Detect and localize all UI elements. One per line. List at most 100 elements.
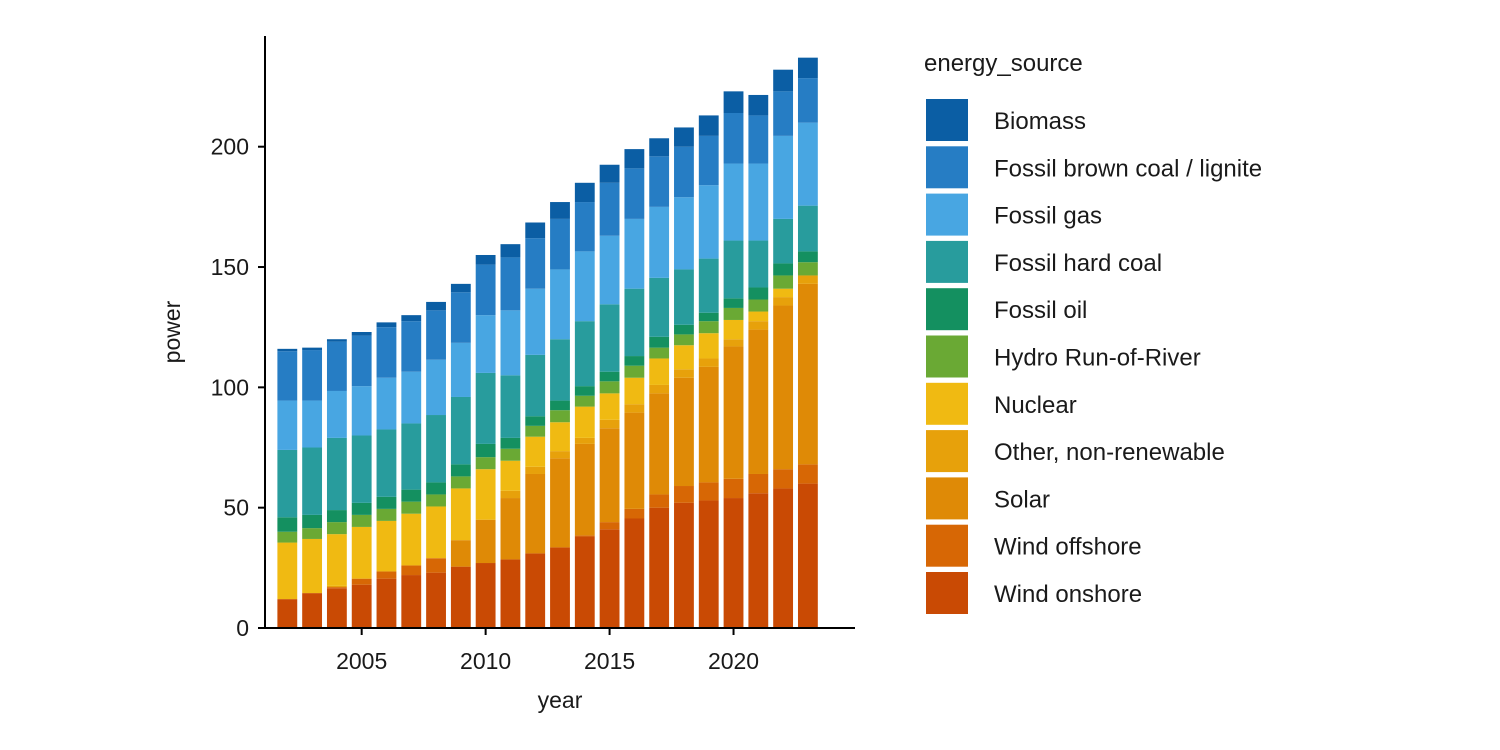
bar-fossil-oil-2008: [426, 482, 446, 495]
bar-fossil-hard-coal-2016: [624, 288, 645, 357]
bar-solar-2021: [748, 329, 769, 474]
bar-fossil-hard-coal-2023: [797, 205, 818, 252]
bar-nuclear-2017: [649, 358, 670, 385]
bar-hydro-run-of-river-2020: [723, 307, 744, 320]
bar-biomass-2021: [748, 94, 769, 116]
bar-hydro-run-of-river-2022: [773, 275, 794, 289]
bar-fossil-brown-coal-lignite-2012: [525, 238, 546, 289]
legend-label-hydro-run-of-river: Hydro Run-of-River: [994, 345, 1201, 372]
bar-fossil-brown-coal-lignite-2019: [698, 135, 719, 186]
bar-nuclear-2010: [475, 469, 496, 520]
bar-biomass-2011: [500, 244, 521, 258]
bar-fossil-hard-coal-2005: [351, 435, 372, 503]
bar-solar-2018: [674, 377, 694, 487]
y-tick-label: 0: [236, 615, 249, 641]
bar-fossil-oil-2012: [525, 416, 546, 426]
bar-fossil-brown-coal-lignite-2007: [401, 321, 422, 372]
x-axis-title: year: [538, 687, 583, 713]
bar-fossil-oil-2013: [550, 400, 570, 411]
bar-wind-onshore-2017: [649, 507, 670, 628]
bar-wind-onshore-2002: [277, 599, 298, 628]
bar-wind-offshore-2007: [401, 565, 422, 576]
bar-fossil-oil-2014: [574, 386, 595, 396]
legend-label-biomass: Biomass: [994, 108, 1086, 135]
bar-fossil-gas-2011: [500, 310, 521, 376]
bar-wind-onshore-2006: [376, 578, 397, 628]
bar-fossil-oil-2017: [649, 336, 670, 348]
bar-wind-offshore-2016: [624, 508, 645, 519]
bar-fossil-hard-coal-2008: [426, 415, 446, 483]
bar-fossil-brown-coal-lignite-2002: [277, 351, 298, 401]
legend-swatch-fossil-hard-coal: [926, 240, 968, 283]
bar-wind-onshore-2005: [351, 584, 372, 628]
bar-fossil-gas-2004: [326, 390, 347, 438]
bar-wind-onshore-2020: [723, 498, 744, 628]
bar-fossil-gas-2015: [599, 235, 620, 305]
bar-fossil-oil-2006: [376, 496, 397, 509]
y-tick-label: 150: [211, 254, 249, 280]
bar-fossil-hard-coal-2015: [599, 304, 620, 372]
bar-wind-onshore-2009: [450, 566, 471, 628]
bar-hydro-run-of-river-2009: [450, 476, 471, 489]
bar-other-non-renewable-2019: [698, 358, 719, 367]
bar-fossil-hard-coal-2009: [450, 396, 471, 465]
bar-nuclear-2012: [525, 436, 546, 467]
bar-hydro-run-of-river-2012: [525, 425, 546, 437]
bar-wind-onshore-2004: [326, 588, 347, 628]
bar-fossil-hard-coal-2014: [574, 321, 595, 387]
bar-wind-onshore-2016: [624, 518, 645, 628]
x-ticks: 2005 2010 2015 2020: [336, 628, 759, 674]
bar-wind-onshore-2012: [525, 553, 546, 628]
legend-swatch-nuclear: [926, 382, 968, 425]
bar-nuclear-2002: [277, 542, 298, 600]
bar-solar-2020: [723, 346, 744, 479]
bar-other-non-renewable-2021: [748, 321, 769, 330]
bar-nuclear-2021: [748, 311, 769, 322]
bar-fossil-gas-2021: [748, 163, 769, 241]
bar-other-non-renewable-2017: [649, 384, 670, 394]
bar-biomass-2012: [525, 222, 546, 239]
bar-other-non-renewable-2018: [674, 369, 694, 378]
y-axis-title: power: [159, 300, 185, 363]
legend-label-fossil-brown-coal-lignite: Fossil brown coal / lignite: [994, 155, 1262, 182]
bar-wind-onshore-2013: [550, 547, 570, 628]
y-tick-label: 50: [223, 495, 249, 521]
bar-fossil-hard-coal-2012: [525, 354, 546, 417]
bar-wind-offshore-2019: [698, 482, 719, 501]
bar-biomass-2007: [401, 315, 422, 322]
legend: energy_source Biomass Fossil brown coal /…: [924, 50, 1262, 614]
bar-fossil-gas-2020: [723, 163, 744, 241]
bar-fossil-hard-coal-2018: [674, 269, 694, 325]
bar-fossil-gas-2012: [525, 288, 546, 355]
bar-biomass-2006: [376, 322, 397, 328]
legend-label-wind-offshore: Wind offshore: [994, 534, 1142, 561]
y-ticks: 0 50 100 150 200: [211, 134, 265, 641]
bar-hydro-run-of-river-2006: [376, 508, 397, 521]
bar-fossil-brown-coal-lignite-2023: [797, 78, 818, 123]
legend-swatch-fossil-brown-coal-lignite: [926, 146, 968, 189]
y-tick-label: 200: [211, 134, 249, 160]
bar-biomass-2018: [674, 127, 694, 147]
bar-solar-2013: [550, 458, 570, 548]
bar-solar-2023: [797, 283, 818, 465]
legend-label-fossil-hard-coal: Fossil hard coal: [994, 250, 1162, 277]
bar-nuclear-2022: [773, 288, 794, 298]
bar-fossil-oil-2021: [748, 287, 769, 300]
bar-fossil-oil-2018: [674, 324, 694, 335]
bar-fossil-brown-coal-lignite-2010: [475, 264, 496, 316]
bar-fossil-brown-coal-lignite-2017: [649, 156, 670, 207]
bar-nuclear-2005: [351, 526, 372, 579]
bar-fossil-brown-coal-lignite-2008: [426, 310, 446, 360]
bar-nuclear-2020: [723, 319, 744, 340]
legend-swatch-wind-onshore: [926, 572, 968, 614]
bar-nuclear-2016: [624, 377, 645, 405]
bar-fossil-brown-coal-lignite-2011: [500, 257, 521, 311]
bar-fossil-brown-coal-lignite-2018: [674, 146, 694, 198]
bar-fossil-oil-2011: [500, 437, 521, 449]
bar-other-non-renewable-2022: [773, 297, 794, 306]
bar-fossil-brown-coal-lignite-2020: [723, 113, 744, 164]
bar-fossil-gas-2014: [574, 251, 595, 322]
bar-fossil-oil-2009: [450, 464, 471, 477]
legend-label-solar: Solar: [994, 486, 1050, 513]
